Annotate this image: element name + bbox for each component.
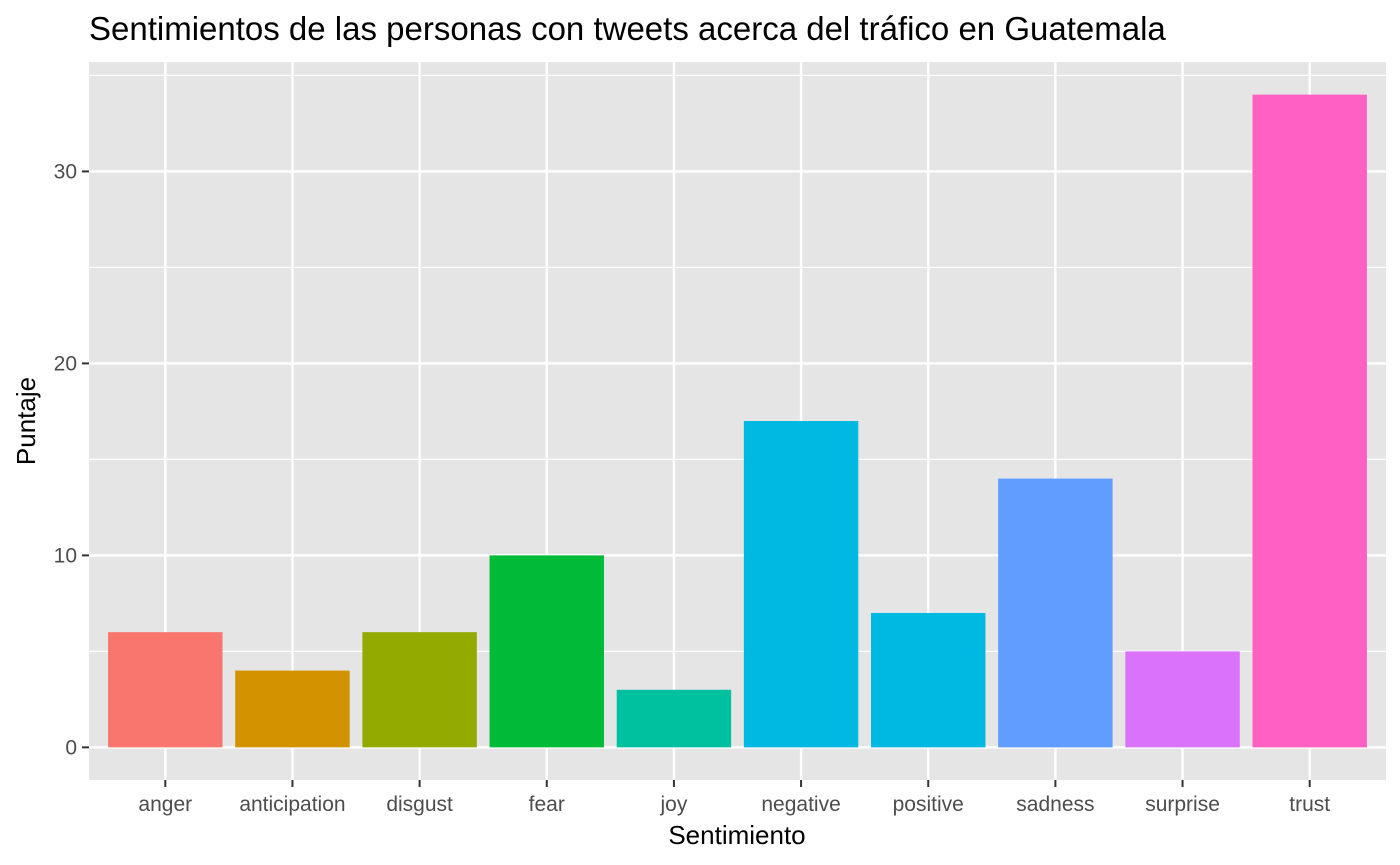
bar-positive bbox=[871, 612, 986, 748]
x-tick-label-anger: anger bbox=[138, 793, 192, 816]
y-tick-label: 10 bbox=[54, 544, 77, 567]
bar-trust bbox=[1252, 94, 1367, 748]
bar-surprise bbox=[1125, 651, 1240, 748]
x-tick-label-trust: trust bbox=[1289, 793, 1330, 816]
x-tick-label-joy: joy bbox=[659, 793, 687, 816]
bar-sadness bbox=[998, 478, 1113, 748]
bar-joy bbox=[616, 689, 732, 748]
bar-negative bbox=[743, 421, 859, 748]
y-tick-label: 20 bbox=[54, 352, 77, 375]
x-tick-label-fear: fear bbox=[529, 793, 565, 816]
chart-title: Sentimientos de las personas con tweets … bbox=[89, 10, 1166, 47]
bars bbox=[108, 94, 1367, 748]
bar-fear bbox=[489, 555, 604, 748]
x-axis-title: Sentimiento bbox=[668, 820, 805, 850]
x-tick-label-surprise: surprise bbox=[1145, 793, 1220, 816]
x-tick-label-sadness: sadness bbox=[1016, 793, 1094, 816]
y-tick-label: 30 bbox=[54, 160, 77, 183]
x-tick-label-negative: negative bbox=[761, 793, 840, 816]
x-tick-label-positive: positive bbox=[893, 793, 964, 816]
bar-disgust bbox=[362, 632, 477, 748]
bar-anger bbox=[108, 632, 223, 748]
y-axis: 0 10 20 30 bbox=[54, 160, 89, 759]
bar-anticipation bbox=[235, 670, 350, 748]
x-tick-label-anticipation: anticipation bbox=[239, 793, 345, 816]
y-tick-label: 0 bbox=[65, 736, 77, 759]
x-tick-label-disgust: disgust bbox=[386, 793, 453, 816]
x-axis: anger anticipation disgust fear joy negative p… bbox=[138, 780, 1330, 816]
y-axis-title: Puntaje bbox=[11, 377, 41, 465]
